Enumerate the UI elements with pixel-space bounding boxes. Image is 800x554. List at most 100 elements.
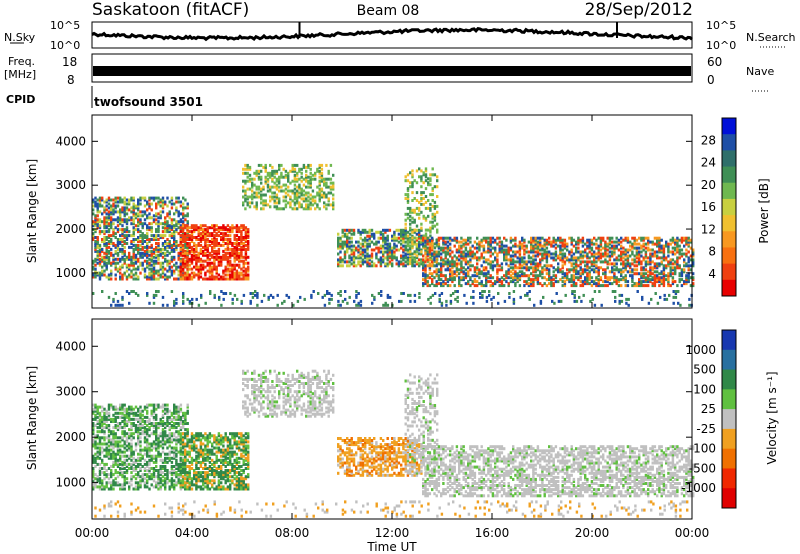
heatmap-cell: [518, 250, 522, 254]
heatmap-cell: [640, 238, 643, 242]
heatmap-cell: [202, 267, 205, 271]
heatmap-cell: [559, 256, 562, 260]
heatmap-cell: [155, 261, 158, 265]
heatmap-cell: [134, 238, 138, 241]
heatmap-cell: [253, 183, 256, 187]
heatmap-cell: [444, 246, 447, 250]
heatmap-cell: [190, 253, 194, 257]
heatmap-cell: [238, 263, 241, 267]
heatmap-cell: [658, 242, 661, 246]
heatmap-cell: [112, 442, 115, 446]
heatmap-cell: [244, 277, 248, 281]
heatmap-cell: [651, 254, 654, 258]
heatmap-cell: [491, 282, 495, 286]
heatmap-cell: [411, 240, 414, 244]
heatmap-cell: [181, 247, 185, 251]
heatmap-cell: [384, 262, 387, 266]
heatmap-cell: [674, 252, 677, 256]
heatmap-cell: [431, 220, 434, 224]
heatmap-cell: [618, 301, 621, 305]
heatmap-cell: [404, 236, 407, 240]
heatmap-cell: [527, 278, 531, 282]
heatmap-cell: [559, 236, 562, 240]
heatmap-cell: [424, 216, 428, 220]
heatmap-cell: [92, 200, 95, 204]
heatmap-cell: [139, 261, 142, 265]
heatmap-cell: [591, 297, 594, 301]
heatmap-cell: [444, 268, 447, 272]
heatmap-cell: [482, 244, 486, 248]
heatmap-cell: [119, 198, 122, 202]
heatmap-cell: [181, 263, 185, 267]
heatmap-cell: [364, 244, 367, 248]
heatmap-cell: [161, 202, 165, 206]
heatmap-cell: [155, 249, 158, 253]
heatmap-cell: [112, 465, 115, 468]
colorbar-tick-label: 16: [701, 200, 716, 214]
heatmap-cell: [350, 262, 353, 266]
heatmap-cell: [617, 284, 621, 288]
heatmap-cell: [226, 245, 230, 249]
heatmap-cell: [512, 280, 515, 284]
heatmap-cell: [195, 226, 198, 230]
heatmap-cell: [440, 236, 443, 240]
heatmap-cell: [186, 224, 189, 228]
heatmap-cell: [116, 481, 120, 485]
heatmap-cell: [692, 278, 695, 282]
heatmap-cell: [186, 267, 189, 271]
colorbar-swatch: [722, 182, 736, 200]
heatmap-cell: [121, 471, 124, 475]
heatmap-cell: [155, 245, 158, 249]
heatmap-cell: [402, 238, 405, 242]
heatmap-cell: [370, 264, 374, 268]
heatmap-cell: [620, 293, 624, 297]
heatmap-cell: [568, 236, 571, 240]
heatmap-cell: [534, 266, 537, 270]
heatmap-cell: [584, 260, 587, 264]
heatmap-cell: [96, 405, 99, 409]
heatmap-cell: [473, 252, 477, 256]
heatmap-cell: [494, 256, 497, 260]
heatmap-cell: [402, 240, 405, 244]
heatmap-cell: [606, 244, 609, 248]
heatmap-cell: [155, 212, 158, 216]
heatmap-cell: [296, 185, 299, 189]
heatmap-cell: [112, 232, 115, 236]
heatmap-cell: [411, 220, 414, 224]
heatmap-cell: [509, 260, 513, 264]
heatmap-cell: [436, 262, 439, 266]
heatmap-cell: [548, 252, 551, 256]
heatmap-cell: [123, 271, 126, 275]
heatmap-cell: [188, 257, 191, 261]
heatmap-cell: [96, 208, 99, 212]
heatmap-cell: [518, 276, 522, 280]
heatmap-cell: [293, 167, 297, 171]
heatmap-cell: [536, 264, 540, 268]
heatmap-cell: [119, 259, 122, 263]
heatmap-cell: [541, 248, 544, 252]
heatmap-cell: [415, 238, 419, 242]
heatmap-cell: [278, 163, 281, 167]
heatmap-cell: [92, 417, 95, 421]
heatmap-cell: [656, 238, 659, 242]
heatmap-cell: [482, 266, 486, 270]
heatmap-cell: [96, 238, 99, 241]
freq-label: Freq.: [8, 55, 35, 68]
heatmap-cell: [296, 193, 299, 197]
heatmap-cell: [622, 252, 625, 256]
heatmap-cell: [386, 295, 390, 299]
heatmap-cell: [418, 258, 421, 262]
heatmap-cell: [139, 251, 142, 255]
heatmap-cell: [649, 256, 652, 260]
heatmap-cell: [110, 247, 113, 251]
heatmap-cell: [107, 413, 111, 417]
heatmap-cell: [240, 271, 243, 275]
heatmap-cell: [123, 261, 126, 265]
heatmap-cell: [642, 244, 645, 248]
heatmap-cell: [662, 272, 666, 276]
heatmap-cell: [424, 244, 427, 248]
heatmap-cell: [437, 270, 441, 274]
heatmap-cell: [98, 422, 102, 425]
heatmap-cell: [208, 240, 212, 243]
